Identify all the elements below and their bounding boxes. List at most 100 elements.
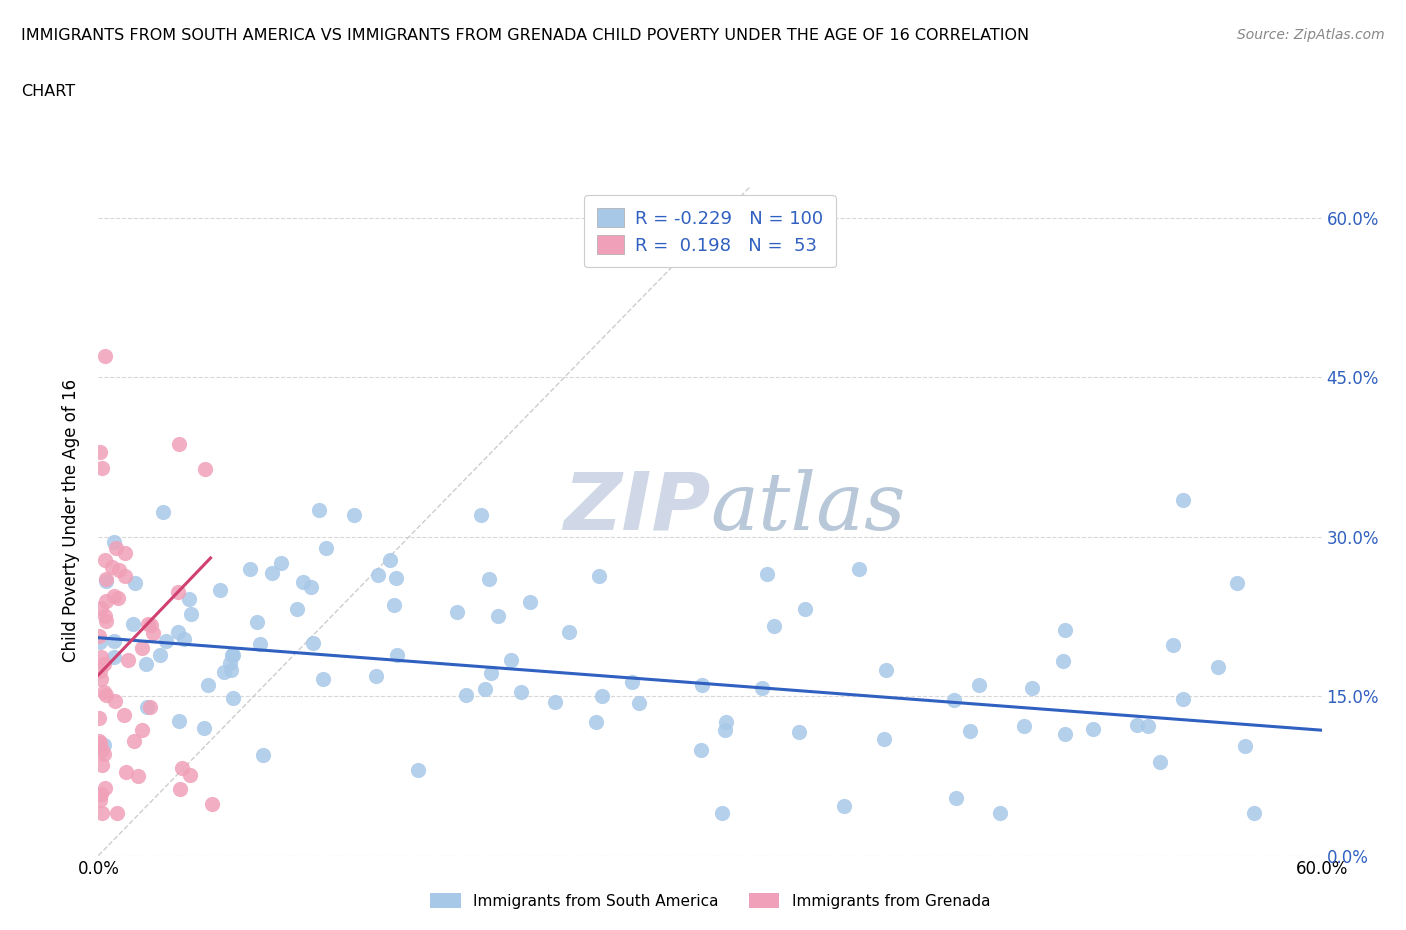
Point — [222, 691, 245, 706]
Point — [93, 781, 115, 796]
Point — [94, 573, 117, 588]
Point — [222, 648, 245, 663]
Point — [285, 602, 308, 617]
Text: atlas: atlas — [710, 469, 905, 546]
Text: CHART: CHART — [21, 84, 75, 99]
Text: IMMIGRANTS FROM SOUTH AMERICA VS IMMIGRANTS FROM GRENADA CHILD POVERTY UNDER THE: IMMIGRANTS FROM SOUTH AMERICA VS IMMIGRA… — [21, 28, 1029, 43]
Point — [167, 436, 190, 451]
Point — [87, 629, 110, 644]
Point — [219, 663, 242, 678]
Point — [219, 656, 242, 671]
Point — [1149, 754, 1171, 769]
Point — [302, 635, 325, 650]
Point — [382, 598, 405, 613]
Point — [180, 606, 202, 621]
Point — [446, 604, 468, 619]
Point — [486, 608, 509, 623]
Point — [1052, 654, 1074, 669]
Point — [89, 445, 111, 459]
Point — [474, 682, 496, 697]
Point — [149, 648, 172, 663]
Point — [544, 694, 567, 709]
Point — [90, 758, 112, 773]
Point — [239, 562, 262, 577]
Point — [152, 504, 174, 519]
Point — [136, 700, 159, 715]
Point — [787, 725, 810, 740]
Point — [378, 553, 401, 568]
Point — [315, 540, 337, 555]
Point — [135, 657, 157, 671]
Point — [364, 669, 387, 684]
Point — [793, 602, 815, 617]
Point — [94, 552, 117, 567]
Point — [169, 781, 191, 796]
Point — [91, 460, 114, 475]
Point — [91, 805, 114, 820]
Point — [945, 790, 967, 805]
Point — [558, 625, 581, 640]
Point — [1161, 638, 1184, 653]
Point — [1171, 692, 1194, 707]
Point — [260, 565, 283, 580]
Point — [1136, 719, 1159, 734]
Point — [93, 608, 115, 623]
Point — [762, 618, 785, 633]
Point — [101, 559, 124, 574]
Point — [127, 769, 149, 784]
Point — [591, 689, 613, 704]
Point — [209, 583, 232, 598]
Point — [93, 685, 115, 700]
Point — [755, 566, 778, 581]
Point — [1171, 492, 1194, 507]
Point — [1021, 681, 1043, 696]
Point — [94, 593, 117, 608]
Point — [194, 461, 217, 476]
Point — [714, 714, 737, 729]
Point — [193, 721, 215, 736]
Point — [103, 535, 125, 550]
Point — [90, 671, 112, 686]
Point — [114, 545, 136, 560]
Point — [367, 567, 389, 582]
Point — [90, 649, 112, 664]
Point — [103, 649, 125, 664]
Point — [710, 805, 733, 820]
Point — [170, 760, 193, 775]
Point — [499, 653, 522, 668]
Point — [96, 614, 118, 629]
Point — [131, 723, 153, 737]
Point — [166, 584, 188, 599]
Point — [139, 699, 162, 714]
Legend: Immigrants from South America, Immigrants from Grenada: Immigrants from South America, Immigrant… — [423, 886, 997, 915]
Point — [1081, 722, 1104, 737]
Point — [478, 572, 501, 587]
Point — [136, 617, 159, 631]
Text: ZIP: ZIP — [562, 469, 710, 547]
Point — [114, 568, 136, 583]
Point — [177, 591, 200, 606]
Point — [221, 647, 243, 662]
Point — [167, 714, 190, 729]
Point — [1012, 719, 1035, 734]
Point — [585, 714, 607, 729]
Point — [89, 634, 111, 649]
Point — [249, 637, 271, 652]
Point — [108, 563, 131, 578]
Point — [620, 674, 643, 689]
Point — [1233, 738, 1256, 753]
Point — [89, 736, 111, 751]
Point — [988, 805, 1011, 820]
Point — [122, 617, 145, 631]
Point — [689, 742, 711, 757]
Point — [291, 575, 314, 590]
Point — [141, 618, 163, 632]
Point — [87, 711, 110, 725]
Point — [155, 633, 177, 648]
Point — [1053, 727, 1076, 742]
Point — [117, 653, 139, 668]
Point — [692, 678, 714, 693]
Point — [212, 665, 235, 680]
Point — [588, 568, 610, 583]
Point — [470, 508, 492, 523]
